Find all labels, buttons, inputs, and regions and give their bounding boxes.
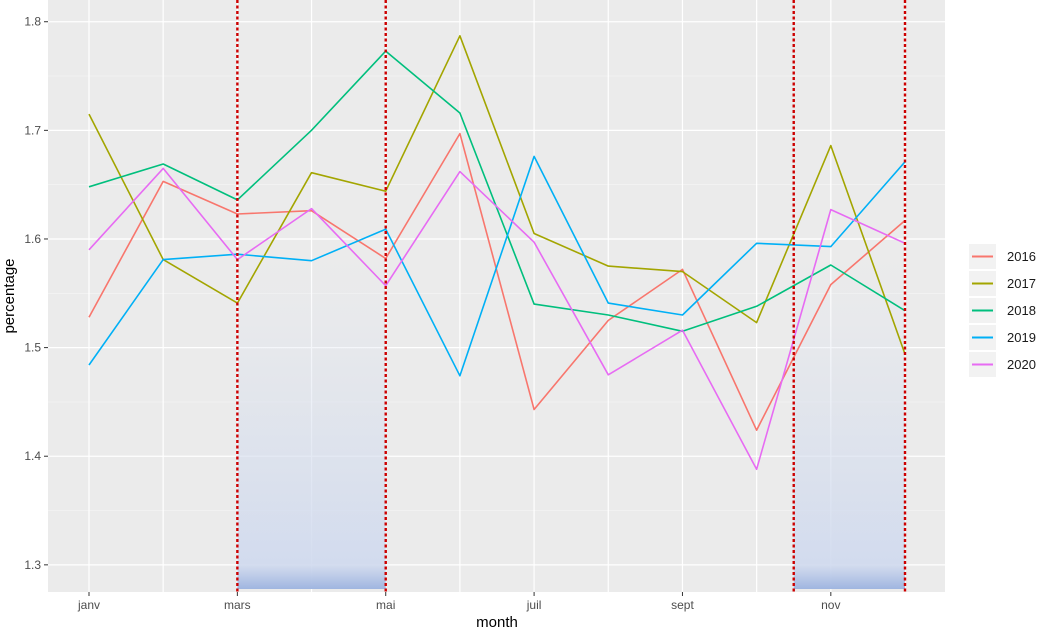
series-line-2020 [88, 167, 906, 471]
highlight-band [237, 255, 386, 589]
x-tick-label: mai [376, 598, 395, 612]
y-tick-label: 1.8 [24, 15, 41, 29]
legend: 2016 2017 2018 2019 2020 [969, 244, 1036, 377]
legend-label: 2016 [1007, 249, 1036, 264]
y-tick-label: 1.7 [24, 123, 41, 137]
x-tick-label: juil [526, 598, 542, 612]
series-line-2017 [88, 34, 906, 355]
y-tick-label: 1.3 [24, 558, 41, 572]
x-tick-label: mars [224, 598, 251, 612]
x-tick-label: janv [77, 598, 100, 612]
highlight-band [793, 255, 905, 589]
y-tick-label: 1.5 [24, 341, 41, 355]
y-axis-title: percentage [1, 258, 18, 333]
series-lines [88, 34, 906, 471]
x-axis: janv mars mai juil sept nov [77, 592, 840, 612]
x-tick-label: sept [671, 598, 694, 612]
series-line-2018 [88, 50, 906, 333]
legend-label: 2018 [1007, 303, 1036, 318]
y-tick-label: 1.6 [24, 232, 41, 246]
series-line-2019 [88, 155, 906, 377]
legend-label: 2017 [1007, 276, 1036, 291]
series-line-2016 [88, 132, 906, 432]
highlight-bands [237, 255, 905, 589]
x-tick-label: nov [821, 598, 840, 612]
y-tick-label: 1.4 [24, 449, 41, 463]
x-axis-title: month [476, 614, 518, 631]
legend-label: 2019 [1007, 330, 1036, 345]
y-axis: 1.3 1.4 1.5 1.6 1.7 1.8 [24, 15, 48, 572]
legend-label: 2020 [1007, 357, 1036, 372]
